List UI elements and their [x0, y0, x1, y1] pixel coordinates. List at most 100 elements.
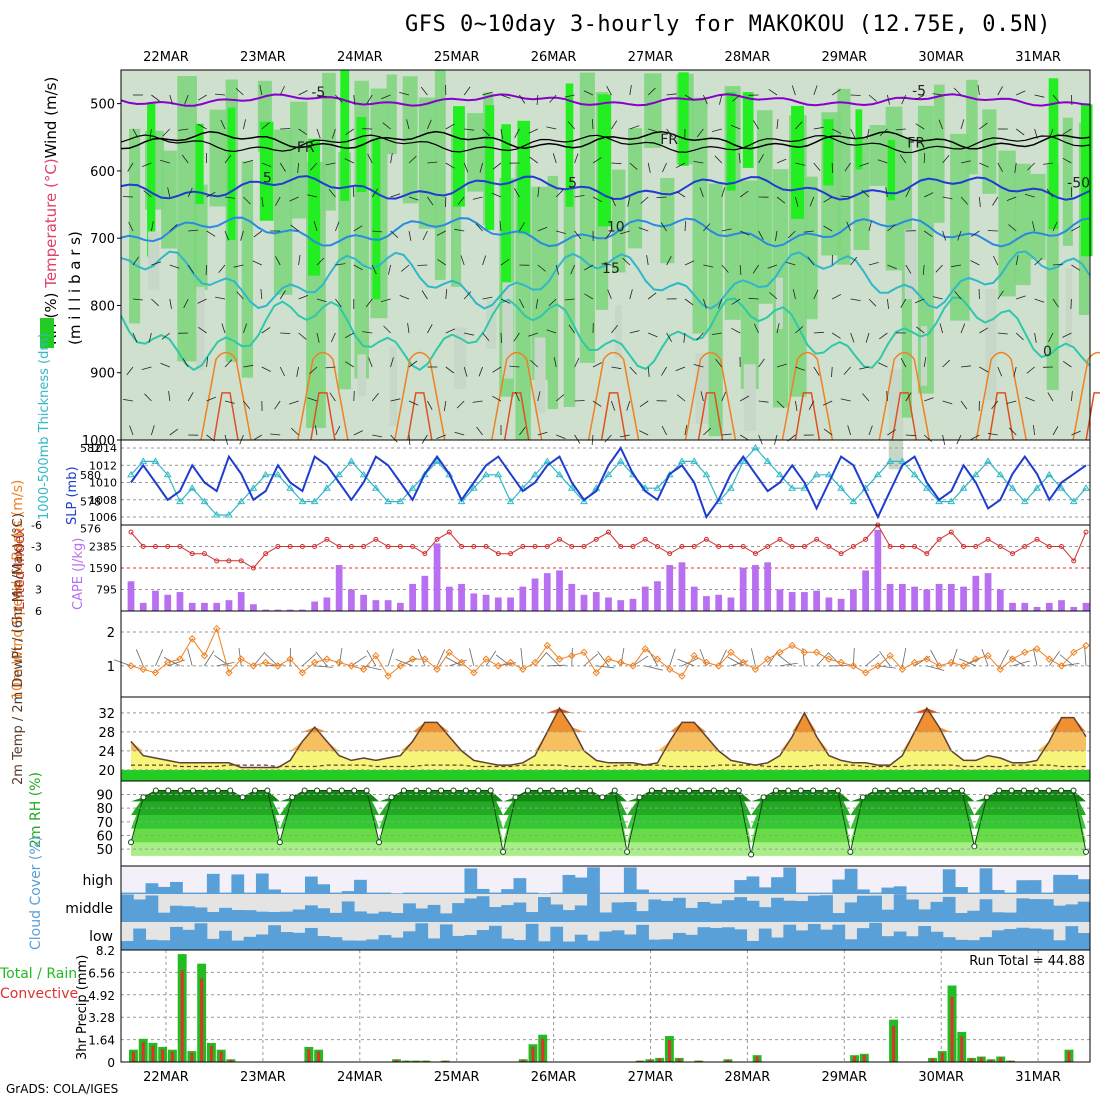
- cape-bar: [445, 586, 453, 611]
- wind-barb: [868, 298, 877, 307]
- wind-speed-point: [519, 665, 527, 673]
- cloud-bar: [722, 900, 735, 922]
- wind-barb: [592, 400, 602, 407]
- wind-barb: [437, 259, 447, 266]
- wind-barb: [132, 256, 140, 266]
- wind-barb: [233, 264, 244, 268]
- run-total: Run Total = 44.88: [969, 954, 1085, 969]
- warm-contour: [587, 351, 640, 441]
- temp-band: [131, 708, 1086, 713]
- thickness-point: [886, 457, 894, 464]
- wind-barb: [758, 358, 765, 368]
- cloud-bar: [231, 940, 245, 950]
- wind-barb: [795, 196, 799, 207]
- wind-speed-point: [1082, 641, 1090, 650]
- wind-barb: [683, 332, 686, 343]
- convective-bar: [970, 1058, 973, 1062]
- wind-barb: [160, 362, 170, 368]
- wind-barb: [314, 665, 333, 668]
- cloud-bar: [304, 927, 318, 950]
- wind-barb: [932, 93, 943, 96]
- wind-speed-point: [335, 658, 343, 667]
- precip-tick: 0: [107, 1056, 115, 1070]
- cloud-panel: high middle low Cloud Cover (%): [28, 836, 1091, 951]
- thickness-point: [849, 497, 858, 505]
- thickness-point: [776, 470, 784, 478]
- li-point: [703, 536, 709, 542]
- li-point: [801, 544, 807, 549]
- cloud-bar: [513, 878, 527, 894]
- wind-barb: [752, 264, 759, 274]
- wind-barb: [1071, 225, 1081, 232]
- cloud-bar: [219, 930, 232, 950]
- cape-bar: [690, 586, 698, 611]
- wind-barb: [206, 191, 216, 198]
- wind-barb: [718, 649, 727, 667]
- wind-barb: [184, 94, 189, 105]
- wind-speed-point: [372, 651, 380, 660]
- wind-barb: [960, 160, 971, 164]
- temp-band: [131, 708, 1086, 732]
- cape-bar: [458, 583, 465, 611]
- wind-barb: [703, 427, 711, 436]
- cloud-bar: [170, 926, 183, 950]
- wind-barb: [427, 196, 434, 206]
- rh-point: [1070, 787, 1077, 794]
- cloud-bar: [476, 930, 490, 950]
- li-point: [348, 544, 354, 549]
- wind-speed-point: [470, 668, 478, 677]
- wind-barb: [862, 393, 870, 402]
- wind-barb: [570, 264, 575, 275]
- wind-barb: [574, 195, 585, 198]
- wind-speed-point: [739, 658, 747, 667]
- cloud-bar: [439, 924, 453, 950]
- wind-barb: [769, 292, 778, 300]
- wind-barb: [390, 153, 393, 164]
- warm-contour: [600, 392, 627, 441]
- cloud-bar: [1065, 874, 1079, 894]
- contour-label: FR: [907, 135, 925, 151]
- date-label-top: 29MAR: [821, 50, 867, 65]
- cloud-bar: [795, 892, 809, 894]
- wind-barb: [519, 426, 526, 436]
- wind-barb: [739, 434, 750, 441]
- li-line: [130, 524, 1087, 569]
- wind-barb: [997, 290, 1004, 300]
- date-label-bottom: 24MAR: [337, 1070, 383, 1085]
- wind-speed-point: [751, 665, 760, 673]
- wind-barb: [935, 264, 943, 273]
- footer-credit: GrADS: COLA/IGES: [6, 1082, 119, 1096]
- wind-barb: [1034, 94, 1045, 98]
- thickness-point: [653, 484, 662, 491]
- convective-bar: [989, 1059, 993, 1062]
- li-point: [973, 544, 979, 549]
- rh-point: [735, 787, 742, 794]
- cloud-bar: [844, 939, 858, 950]
- wind-barb: [1071, 391, 1073, 402]
- wind-barb: [513, 332, 520, 342]
- rh-shade: [547, 175, 559, 410]
- wind-barb: [220, 119, 226, 130]
- cloud-bar: [170, 881, 183, 894]
- wind-speed-point: [923, 655, 931, 663]
- wind-barb: [235, 88, 244, 96]
- wind-barb: [997, 332, 1008, 335]
- wind-barb: [768, 88, 778, 96]
- rh-point: [400, 787, 407, 794]
- rh-shade-high: [485, 105, 495, 230]
- cloud-bar: [403, 903, 416, 922]
- rh-shade-low: [486, 299, 497, 349]
- thickness-point: [420, 470, 429, 478]
- wind-barb: [611, 366, 622, 370]
- wind-barb: [500, 258, 510, 266]
- wind-barb: [169, 428, 179, 436]
- wind-label: 10m Wind Speed & Barbs (m/s): [10, 480, 26, 700]
- rh-shade: [177, 76, 197, 362]
- rh-shade: [982, 109, 997, 194]
- wind-barb: [151, 261, 162, 266]
- convective-bar: [960, 1036, 964, 1062]
- contour-label: 5: [568, 176, 577, 192]
- cloud-bar: [991, 890, 1005, 894]
- convective-bar: [677, 1058, 681, 1062]
- li-point: [740, 544, 746, 549]
